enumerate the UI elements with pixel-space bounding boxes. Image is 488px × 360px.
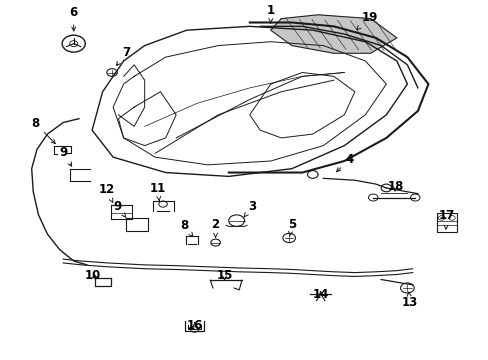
Text: 7: 7 bbox=[116, 46, 130, 66]
Text: 14: 14 bbox=[312, 288, 328, 301]
Text: 10: 10 bbox=[85, 269, 101, 282]
Text: 12: 12 bbox=[99, 183, 115, 202]
Text: 6: 6 bbox=[69, 6, 78, 31]
Text: 4: 4 bbox=[336, 153, 353, 172]
Text: 1: 1 bbox=[266, 4, 274, 23]
Text: 5: 5 bbox=[287, 218, 295, 235]
Text: 3: 3 bbox=[244, 200, 256, 217]
Text: 19: 19 bbox=[356, 12, 377, 30]
Bar bbox=[436, 213, 456, 232]
Text: 8: 8 bbox=[31, 117, 55, 144]
Text: 15: 15 bbox=[216, 269, 232, 282]
Polygon shape bbox=[270, 15, 396, 53]
Text: 17: 17 bbox=[438, 209, 454, 229]
Text: 9: 9 bbox=[113, 200, 126, 217]
Text: 18: 18 bbox=[387, 180, 403, 193]
Text: 16: 16 bbox=[186, 319, 203, 332]
Text: 2: 2 bbox=[211, 218, 219, 237]
Text: 8: 8 bbox=[180, 219, 193, 237]
Text: 9: 9 bbox=[59, 146, 72, 166]
Text: 13: 13 bbox=[401, 292, 417, 309]
Text: 11: 11 bbox=[149, 182, 165, 201]
